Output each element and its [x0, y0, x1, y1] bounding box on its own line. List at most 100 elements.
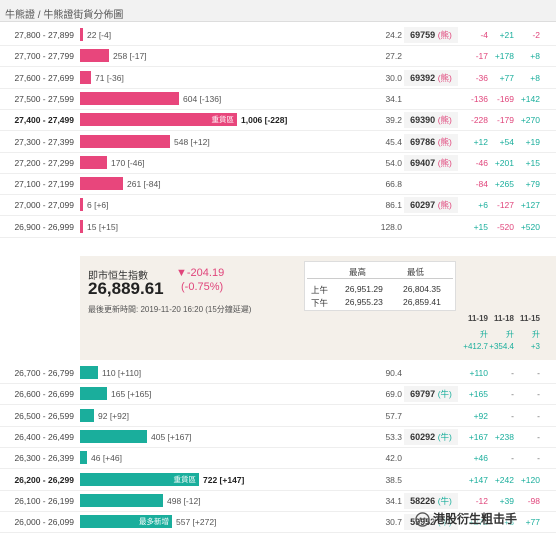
- daily-change: +242: [494, 474, 514, 485]
- daily-change: -4: [480, 30, 488, 40]
- table-row: 27,100 - 27,199 261 [-84] 66.8 -84 +265 +79: [0, 173, 556, 196]
- warrant-type-tag: (熊): [437, 200, 452, 211]
- index-value: 26,889.61: [88, 279, 164, 298]
- bar-value-label: 22 [-4]: [87, 30, 112, 40]
- strike-range: 27,400 - 27,499: [14, 115, 74, 126]
- warrant-code: 59952: [410, 517, 436, 528]
- outstanding-bar: [80, 387, 107, 401]
- warrant-code: 69759: [410, 30, 436, 40]
- bar-value-label: 261 [-84]: [127, 179, 161, 190]
- percent-value: 90.4: [385, 368, 402, 378]
- daily-change: -2: [532, 30, 540, 40]
- table-row: 27,800 - 27,899 22 [-4] 24.2 69759 (熊) -4 +21…: [0, 24, 556, 46]
- bar-value-label: 604 [-136]: [183, 93, 222, 104]
- daily-change: +92: [473, 410, 488, 421]
- low-header: 最低: [407, 267, 425, 277]
- warrant-type-tag: (熊): [437, 115, 452, 126]
- warrant-code-link[interactable]: 69759 (熊): [404, 27, 458, 43]
- daily-change: -84: [475, 179, 488, 190]
- session-high: 26,951.29: [345, 284, 383, 294]
- daily-change: +39: [499, 495, 514, 506]
- warrant-code-link[interactable]: 69797 (牛): [404, 386, 458, 403]
- warrant-code-link[interactable]: 69407 (熊): [404, 154, 458, 171]
- strike-range: 26,000 - 26,099: [14, 517, 74, 528]
- table-row: 27,200 - 27,299 170 [-46] 54.0 69407 (熊) -46…: [0, 152, 556, 174]
- bar-value-label: 71 [-36]: [95, 72, 124, 83]
- warrant-type-tag: (熊): [437, 136, 452, 147]
- warrant-type-tag: (牛): [437, 389, 452, 400]
- strike-range: 26,700 - 26,799: [14, 368, 74, 378]
- session-label: 下午: [311, 298, 329, 308]
- table-row: 27,300 - 27,399 548 [+12] 45.4 69786 (熊) +12…: [0, 131, 556, 153]
- daily-change: +21: [499, 30, 514, 40]
- warrant-code-link[interactable]: 58226 (牛): [404, 492, 458, 509]
- bar-value-label: 722 [+147]: [203, 474, 245, 485]
- outstanding-bar: [80, 28, 83, 41]
- strike-range: 27,300 - 27,399: [14, 136, 74, 147]
- daily-change: +79: [525, 179, 540, 190]
- outstanding-bar: [80, 70, 91, 84]
- table-row: 26,500 - 26,599 92 [+92] 57.7 +92 - -: [0, 405, 556, 427]
- session-high: 26,955.23: [345, 297, 383, 307]
- daily-change: +167: [468, 431, 488, 442]
- percent-value: 24.2: [385, 30, 402, 40]
- daily-change: +8: [504, 517, 514, 528]
- warrant-code-link[interactable]: 60297 (熊): [404, 197, 458, 214]
- daily-change: +142: [520, 93, 540, 104]
- warrant-type-tag: (熊): [437, 72, 452, 83]
- date-change: +412.7: [463, 342, 488, 351]
- daily-change: +178: [494, 51, 514, 62]
- percent-value: 45.4: [385, 136, 402, 147]
- daily-change: +15: [473, 221, 488, 232]
- table-row: 26,200 - 26,299 重貨區 722 [+147] 38.5 +147 +242…: [0, 469, 556, 491]
- strike-range: 26,600 - 26,699: [14, 389, 74, 400]
- warrant-type-tag: (牛): [437, 517, 452, 528]
- daily-change: -: [511, 368, 514, 378]
- date-direction: 升: [532, 330, 540, 339]
- warrant-code: 69797: [410, 389, 436, 400]
- daily-change: +127: [520, 200, 540, 211]
- bar-value-label: 405 [+167]: [151, 431, 192, 442]
- warrant-code: 69786: [410, 136, 436, 147]
- strike-range: 26,500 - 26,599: [14, 410, 74, 421]
- date-header: 11-15: [519, 314, 540, 323]
- strike-range: 27,000 - 27,099: [14, 200, 74, 211]
- percent-value: 39.2: [385, 115, 402, 126]
- outstanding-bar: [80, 429, 147, 443]
- warrant-code: 69407: [410, 157, 436, 168]
- percent-value: 128.0: [380, 221, 402, 232]
- daily-change: +12: [473, 136, 488, 147]
- bar-value-label: 498 [-12]: [167, 495, 201, 506]
- warrant-code-link[interactable]: 69392 (熊): [404, 69, 458, 86]
- daily-change: +15: [525, 157, 540, 168]
- strike-range: 26,900 - 26,999: [14, 221, 74, 232]
- table-row: 26,000 - 26,099 最多新增 557 [+272] 30.7 59952 (…: [0, 511, 556, 534]
- percent-value: 27.2: [385, 51, 402, 62]
- table-row: 26,900 - 26,999 15 [+15] 128.0 +15 -520 +520: [0, 216, 556, 238]
- outstanding-bar: [80, 198, 83, 212]
- daily-change: -: [537, 431, 540, 442]
- percent-value: 53.3: [385, 431, 402, 442]
- table-row: 27,000 - 27,099 6 [+6] 86.1 60297 (熊) +6 -127…: [0, 194, 556, 217]
- warrant-code-link[interactable]: 69786 (熊): [404, 133, 458, 150]
- outstanding-bar: 重貨區: [80, 113, 237, 127]
- percent-value: 66.8: [385, 179, 402, 190]
- daily-change: -: [537, 389, 540, 400]
- percent-value: 57.7: [385, 410, 402, 421]
- index-change: ▼-204.19: [176, 267, 225, 279]
- bar-value-label: 548 [+12]: [174, 136, 210, 147]
- warrant-code: 69390: [410, 115, 436, 126]
- warrant-code-link[interactable]: 59952 (牛): [404, 514, 458, 531]
- warrant-code: 69392: [410, 72, 436, 83]
- warrant-code-link[interactable]: 60292 (牛): [404, 428, 458, 445]
- strike-range: 26,100 - 26,199: [14, 495, 74, 506]
- warrant-code-link[interactable]: 69390 (熊): [404, 112, 458, 129]
- index-change-percent: (-0.75%): [181, 281, 224, 293]
- warrant-type-tag: (牛): [437, 495, 452, 506]
- daily-change: +520: [520, 221, 540, 232]
- daily-change: +6: [478, 200, 488, 211]
- daily-change: +201: [494, 157, 514, 168]
- percent-value: 30.0: [385, 72, 402, 83]
- daily-change: -: [537, 453, 540, 464]
- warrant-code: 58226: [410, 495, 436, 506]
